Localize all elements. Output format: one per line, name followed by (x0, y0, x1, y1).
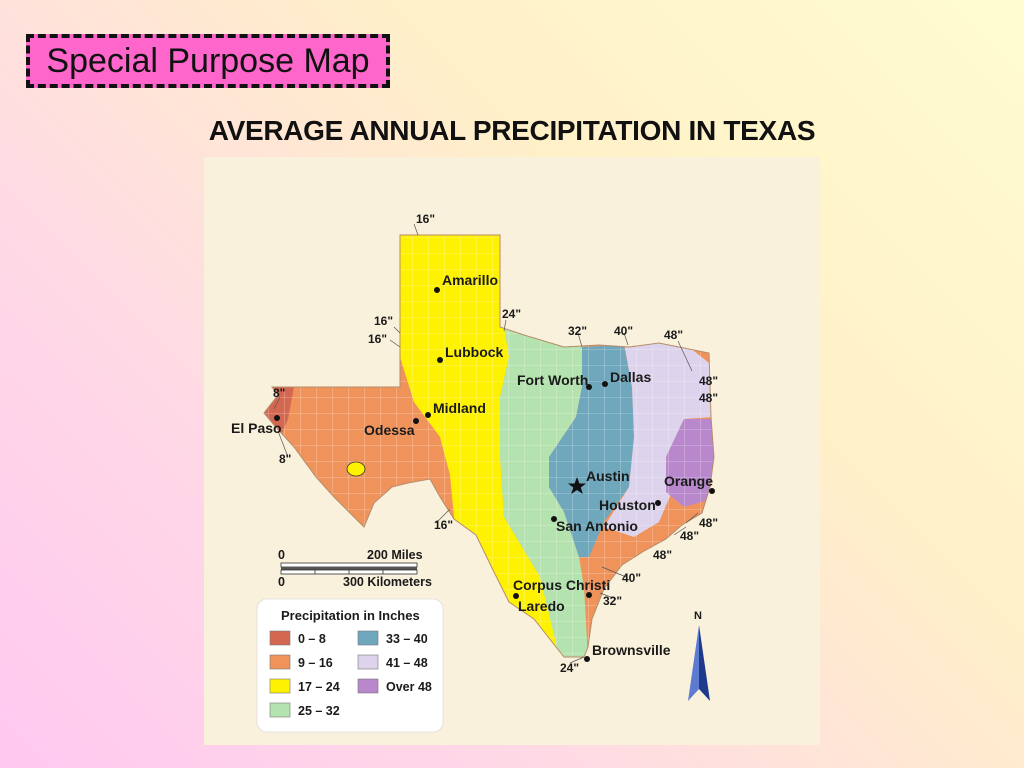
isohyet-8-bottom: 8" (279, 452, 291, 466)
midland-label: Midland (433, 400, 486, 416)
isohyet-48-r2: 48" (699, 391, 718, 405)
texas-map-svg: Amarillo Lubbock Midland Odessa El Paso … (231, 212, 718, 733)
isohyet-48-r1: 48" (699, 374, 718, 388)
legend-label: 41 – 48 (386, 656, 428, 670)
legend-swatch (357, 630, 379, 646)
austin-capital-star-icon (568, 477, 586, 494)
orange-label: Orange (664, 473, 713, 489)
san-antonio-marker (551, 516, 557, 522)
el-paso-label: El Paso (231, 420, 282, 436)
laredo-label: Laredo (518, 598, 565, 614)
zone-17-24-island (346, 461, 366, 477)
legend-swatch (269, 678, 291, 694)
north-arrow-icon: N (688, 610, 710, 701)
san-antonio-label: San Antonio (556, 518, 638, 534)
page-title: AVERAGE ANNUAL PRECIPITATION IN TEXAS (208, 115, 816, 146)
brownsville-marker (584, 656, 590, 662)
legend-label: 33 – 40 (386, 632, 428, 646)
dallas-marker (602, 381, 608, 387)
isohyet-16-bottom: 16" (434, 518, 453, 532)
badge-text: Special Purpose Map (46, 41, 370, 80)
scale-ticks (314, 570, 384, 574)
legend-label: 25 – 32 (298, 704, 340, 718)
isohyet-48-r5: 48" (653, 548, 672, 562)
precipitation-map: Amarillo Lubbock Midland Odessa El Paso … (204, 157, 820, 745)
isohyet-40-top: 40" (614, 324, 633, 338)
midland-marker (425, 412, 431, 418)
amarillo-label: Amarillo (442, 272, 498, 288)
legend-items: 0 – 8 9 – 16 17 – 24 25 – 32 33 – 40 41 – 48 O… (269, 630, 432, 718)
leader-lines (273, 223, 699, 664)
el-paso-marker (274, 415, 280, 421)
fort-worth-marker (586, 384, 592, 390)
legend-swatch (269, 630, 291, 646)
laredo-marker (586, 592, 592, 598)
scale-mid-bar (281, 567, 417, 570)
odessa-marker (413, 418, 419, 424)
scale-miles-zero: 0 (278, 548, 285, 562)
scale-km-label: 300 Kilometers (343, 575, 432, 589)
lubbock-marker (437, 357, 443, 363)
city-markers (274, 287, 715, 662)
amarillo-marker (434, 287, 440, 293)
legend-swatch (269, 654, 291, 670)
scale-bar: 0 200 Miles 0 300 Kilometers (278, 548, 432, 589)
legend: Precipitation in Inches 0 – 8 9 – 16 17 – … (256, 598, 444, 733)
isohyet-24-top: 24" (502, 307, 521, 321)
legend-label: Over 48 (386, 680, 432, 694)
legend-title: Precipitation in Inches (281, 608, 420, 623)
scale-km-zero: 0 (278, 575, 285, 589)
brownsville-label: Brownsville (592, 642, 671, 658)
scale-miles-bar (280, 562, 418, 568)
isohyet-48-top: 48" (664, 328, 683, 342)
houston-label: Houston (599, 497, 656, 513)
legend-swatch (357, 678, 379, 694)
corpus-christi-marker (513, 593, 519, 599)
texas-border (263, 234, 715, 658)
north-label: N (694, 610, 702, 622)
isohyet-32-top: 32" (568, 324, 587, 338)
orange-marker (709, 488, 715, 494)
lubbock-label: Lubbock (445, 344, 504, 360)
isohyet-16-a: 16" (374, 314, 393, 328)
isohyet-24-bottom: 24" (560, 661, 579, 675)
legend-swatch (357, 654, 379, 670)
isohyet-16-top: 16" (416, 212, 435, 226)
isohyet-16-b: 16" (368, 332, 387, 346)
isohyet-40-bottom: 40" (622, 571, 641, 585)
legend-swatch (269, 702, 291, 718)
houston-marker (655, 500, 661, 506)
isohyet-48-r4: 48" (680, 529, 699, 543)
isohyet-48-r3: 48" (699, 516, 718, 530)
legend-box (256, 598, 444, 733)
slide-badge: Special Purpose Map (26, 34, 390, 88)
legend-label: 0 – 8 (298, 632, 326, 646)
isohyet-32-bottom: 32" (603, 594, 622, 608)
isohyet-8-top: 8" (273, 386, 285, 400)
austin-label: Austin (586, 468, 630, 484)
legend-label: 9 – 16 (298, 656, 333, 670)
legend-label: 17 – 24 (298, 680, 340, 694)
corpus-christi-label: Corpus Christi (513, 577, 610, 593)
fort-worth-label: Fort Worth (517, 372, 588, 388)
odessa-label: Odessa (364, 422, 415, 438)
scale-miles-label: 200 Miles (367, 548, 423, 562)
dallas-label: Dallas (610, 369, 651, 385)
